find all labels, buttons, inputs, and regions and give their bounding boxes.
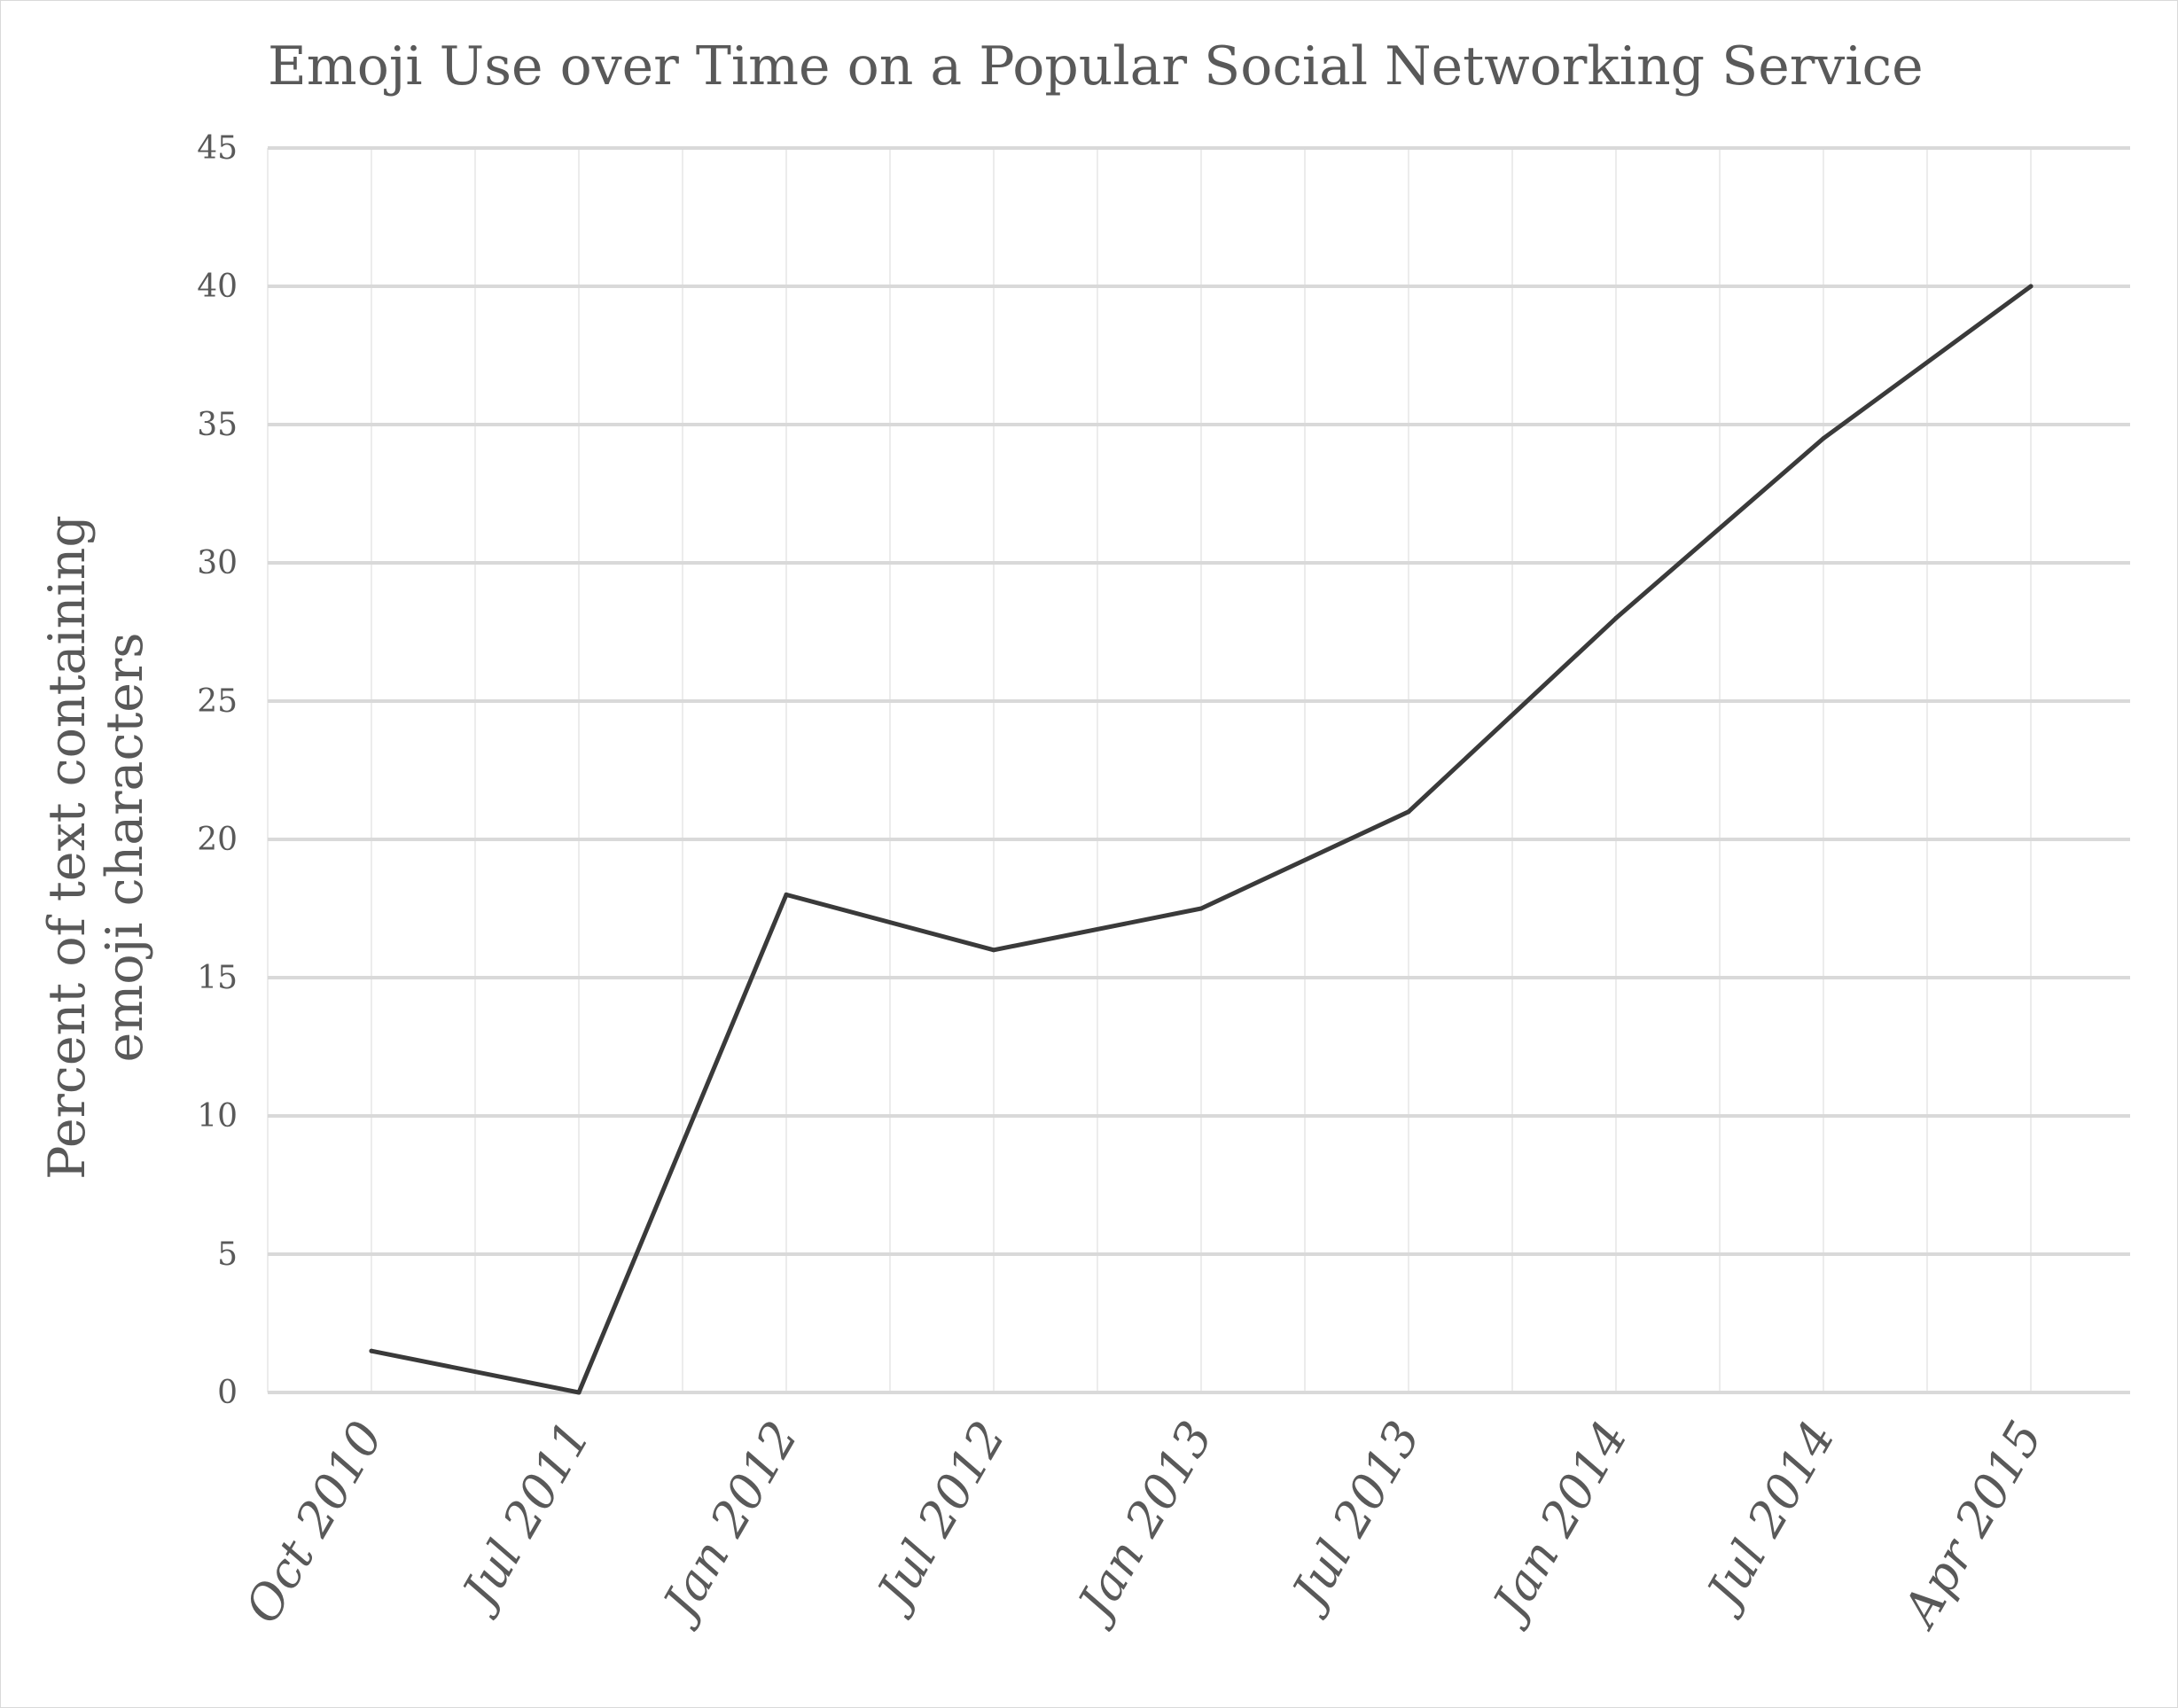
major-gridlines bbox=[268, 146, 2130, 1394]
data-point bbox=[1406, 809, 1411, 815]
data-point bbox=[991, 948, 996, 953]
minor-gridlines bbox=[267, 148, 2032, 1392]
y-tick-label: 10 bbox=[197, 1098, 238, 1135]
y-axis-label-line-2: emoji characters bbox=[96, 632, 154, 1062]
y-tick-label: 35 bbox=[197, 407, 238, 443]
x-tick-label: Jul 2013 bbox=[1277, 1412, 1432, 1623]
x-tick-label: Jul 2011 bbox=[448, 1412, 602, 1623]
data-point bbox=[2028, 284, 2034, 289]
y-tick-labels: 0 5 10 15 20 25 30 35 40 45 bbox=[197, 130, 238, 1411]
chart-title: Emoji Use over Time on a Popular Social … bbox=[268, 35, 1924, 97]
y-tick-label: 0 bbox=[217, 1375, 238, 1411]
data-point bbox=[1821, 436, 1826, 441]
y-tick-label: 40 bbox=[197, 269, 238, 305]
x-tick-labels: Oct 2010 Jul 2011 Jan 2012 Jul 2012 Jan 2013… bbox=[234, 1412, 2053, 1639]
data-point bbox=[369, 1348, 374, 1353]
y-axis-label: Percent of text containing emoji charact… bbox=[38, 515, 154, 1180]
y-tick-label: 25 bbox=[197, 683, 238, 720]
y-tick-label: 20 bbox=[197, 822, 238, 858]
y-tick-label: 15 bbox=[197, 960, 238, 996]
y-tick-label: 45 bbox=[197, 130, 238, 167]
x-tick-label: Jul 2012 bbox=[863, 1412, 1017, 1623]
data-point bbox=[1198, 906, 1204, 911]
y-tick-label: 30 bbox=[197, 545, 238, 581]
y-axis-label-line-1: Percent of text containing bbox=[38, 515, 97, 1180]
series-line-group bbox=[369, 284, 2034, 1395]
x-tick-label: Jan 2012 bbox=[648, 1412, 808, 1634]
data-point bbox=[1613, 615, 1619, 620]
x-tick-label: Apr 2015 bbox=[1890, 1412, 2053, 1639]
x-tick-label: Oct 2010 bbox=[234, 1412, 394, 1633]
x-tick-label: Jan 2014 bbox=[1478, 1412, 1638, 1634]
data-point bbox=[576, 1390, 582, 1395]
x-tick-label: Jul 2014 bbox=[1692, 1412, 1846, 1623]
data-point bbox=[784, 892, 789, 897]
x-tick-label: Jan 2013 bbox=[1063, 1412, 1223, 1634]
y-tick-label: 5 bbox=[217, 1236, 238, 1273]
